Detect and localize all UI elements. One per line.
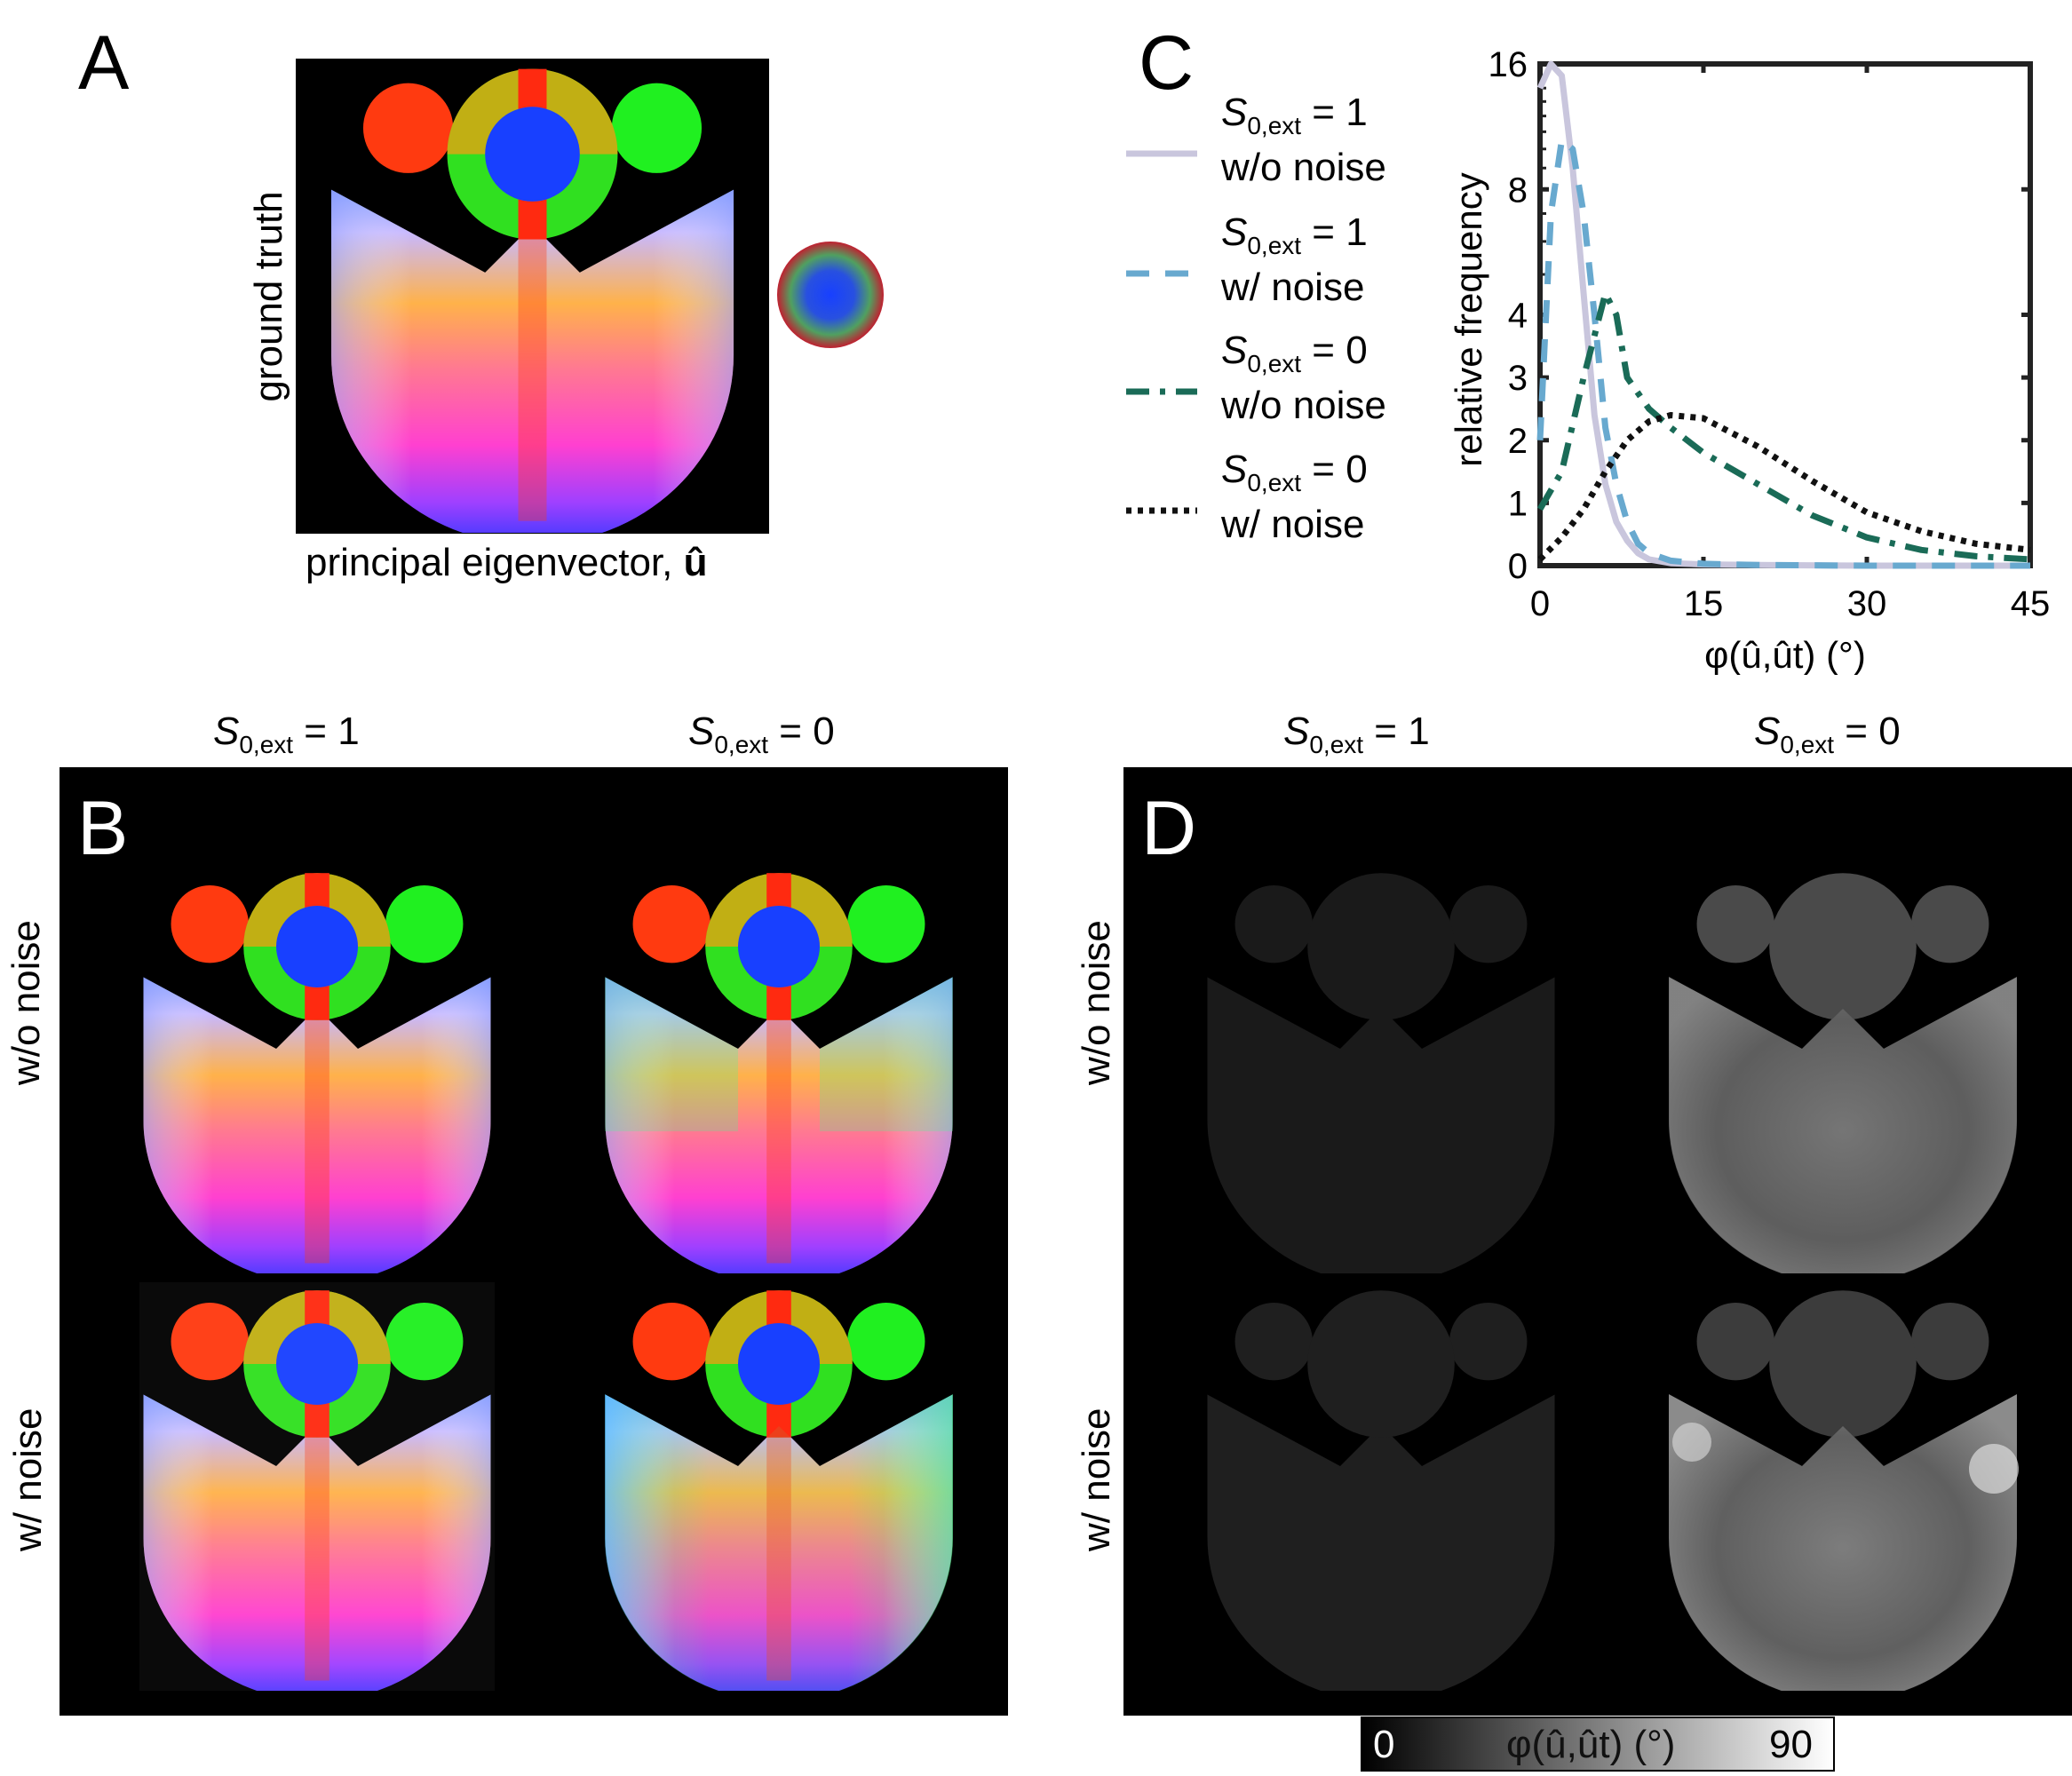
series-line — [1537, 412, 2031, 562]
legend-swatch — [1126, 388, 1197, 395]
legend-eq: S0,ext = 1 — [1221, 91, 1368, 139]
panel-b-col1-header: S0,ext = 1 — [213, 710, 360, 758]
legend: S0,ext = 1 w/o noise S0,ext = 1 w/ noise… — [1119, 93, 1439, 555]
map-s1-noise — [139, 1282, 495, 1691]
panel-b-row2-label: w/ noise — [6, 1407, 50, 1551]
series-line — [1536, 60, 2030, 569]
err-s0-noise — [1669, 1290, 2019, 1691]
colorbar-min: 0 — [1373, 1723, 1395, 1766]
panel-letter-d: D — [1141, 786, 1197, 871]
panel-letter-b: B — [77, 786, 129, 871]
colorbar-max: 90 — [1769, 1723, 1813, 1766]
legend-noise: w/ noise — [1221, 266, 1365, 309]
err-s0-no-noise — [1669, 873, 2017, 1273]
panel-d-col1-header: S0,ext = 1 — [1283, 710, 1430, 758]
series-line — [1536, 137, 2030, 569]
map-s0-no-noise — [605, 873, 953, 1273]
y-axis-label: relative frequency — [1448, 172, 1489, 467]
x-axis-label: φ(û,ût) (°) — [1704, 634, 1866, 675]
series-line — [1536, 290, 2031, 563]
panel-d-col2-header: S0,ext = 0 — [1754, 710, 1901, 758]
y-tick-label: 2 — [1508, 422, 1528, 461]
colorbar-label: φ(û,ût) (°) — [1506, 1723, 1676, 1766]
panel-letter-a: A — [78, 20, 130, 106]
legend-noise: w/o noise — [1221, 146, 1386, 189]
map-s1-no-noise — [143, 873, 491, 1273]
legend-eq: S0,ext = 0 — [1221, 448, 1368, 496]
panel-b-grid: B — [60, 767, 1008, 1716]
colorbar: 0 φ(û,ût) (°) 90 — [1361, 1717, 1835, 1772]
err-s1-no-noise — [1207, 873, 1555, 1273]
y-tick-label: 1 — [1508, 484, 1528, 523]
panel-d-row2-label: w/ noise — [1075, 1407, 1118, 1551]
y-tick-label: 4 — [1508, 297, 1528, 336]
panel-d-grid: D — [1123, 767, 2072, 1716]
y-tick-label: 16 — [1489, 45, 1528, 84]
legend-eq: S0,ext = 0 — [1221, 329, 1368, 377]
legend-noise: w/o noise — [1221, 384, 1386, 427]
legend-eq: S0,ext = 1 — [1221, 210, 1368, 259]
panel-a-xlabel: principal eigenvector, û — [306, 543, 707, 583]
panel-b-col2-header: S0,ext = 0 — [688, 710, 835, 758]
ground-truth-map — [296, 59, 769, 534]
x-tick-label: 15 — [1684, 584, 1724, 623]
panel-letter-c: C — [1139, 20, 1195, 106]
legend-swatch — [1126, 150, 1197, 157]
x-tick-label: 0 — [1530, 584, 1550, 623]
color-sphere-icon — [777, 242, 884, 348]
map-s0-noise — [605, 1290, 953, 1691]
phantom-image — [330, 68, 734, 533]
panel-a-xlabel-text: principal eigenvector, — [306, 541, 684, 584]
legend-noise: w/ noise — [1221, 503, 1365, 546]
legend-swatch — [1126, 507, 1197, 514]
x-tick-label: 30 — [1847, 584, 1887, 623]
panel-d-row1-label: w/o noise — [1075, 920, 1118, 1085]
y-tick-label: 8 — [1508, 170, 1528, 210]
y-tick-label: 0 — [1508, 547, 1528, 586]
panel-a-ylabel: ground truth — [247, 191, 290, 402]
y-tick-label: 3 — [1508, 359, 1528, 398]
frequency-chart: 0 15 30 45 0 1 2 3 4 8 16 relative frequency φ(û,û… — [1448, 45, 2051, 675]
err-s1-noise — [1207, 1290, 1555, 1691]
legend-swatch — [1126, 270, 1197, 277]
panel-a-xlabel-symbol: û — [683, 541, 708, 584]
panel-b-row1-label: w/o noise — [4, 920, 48, 1085]
x-tick-label: 45 — [2011, 584, 2051, 623]
